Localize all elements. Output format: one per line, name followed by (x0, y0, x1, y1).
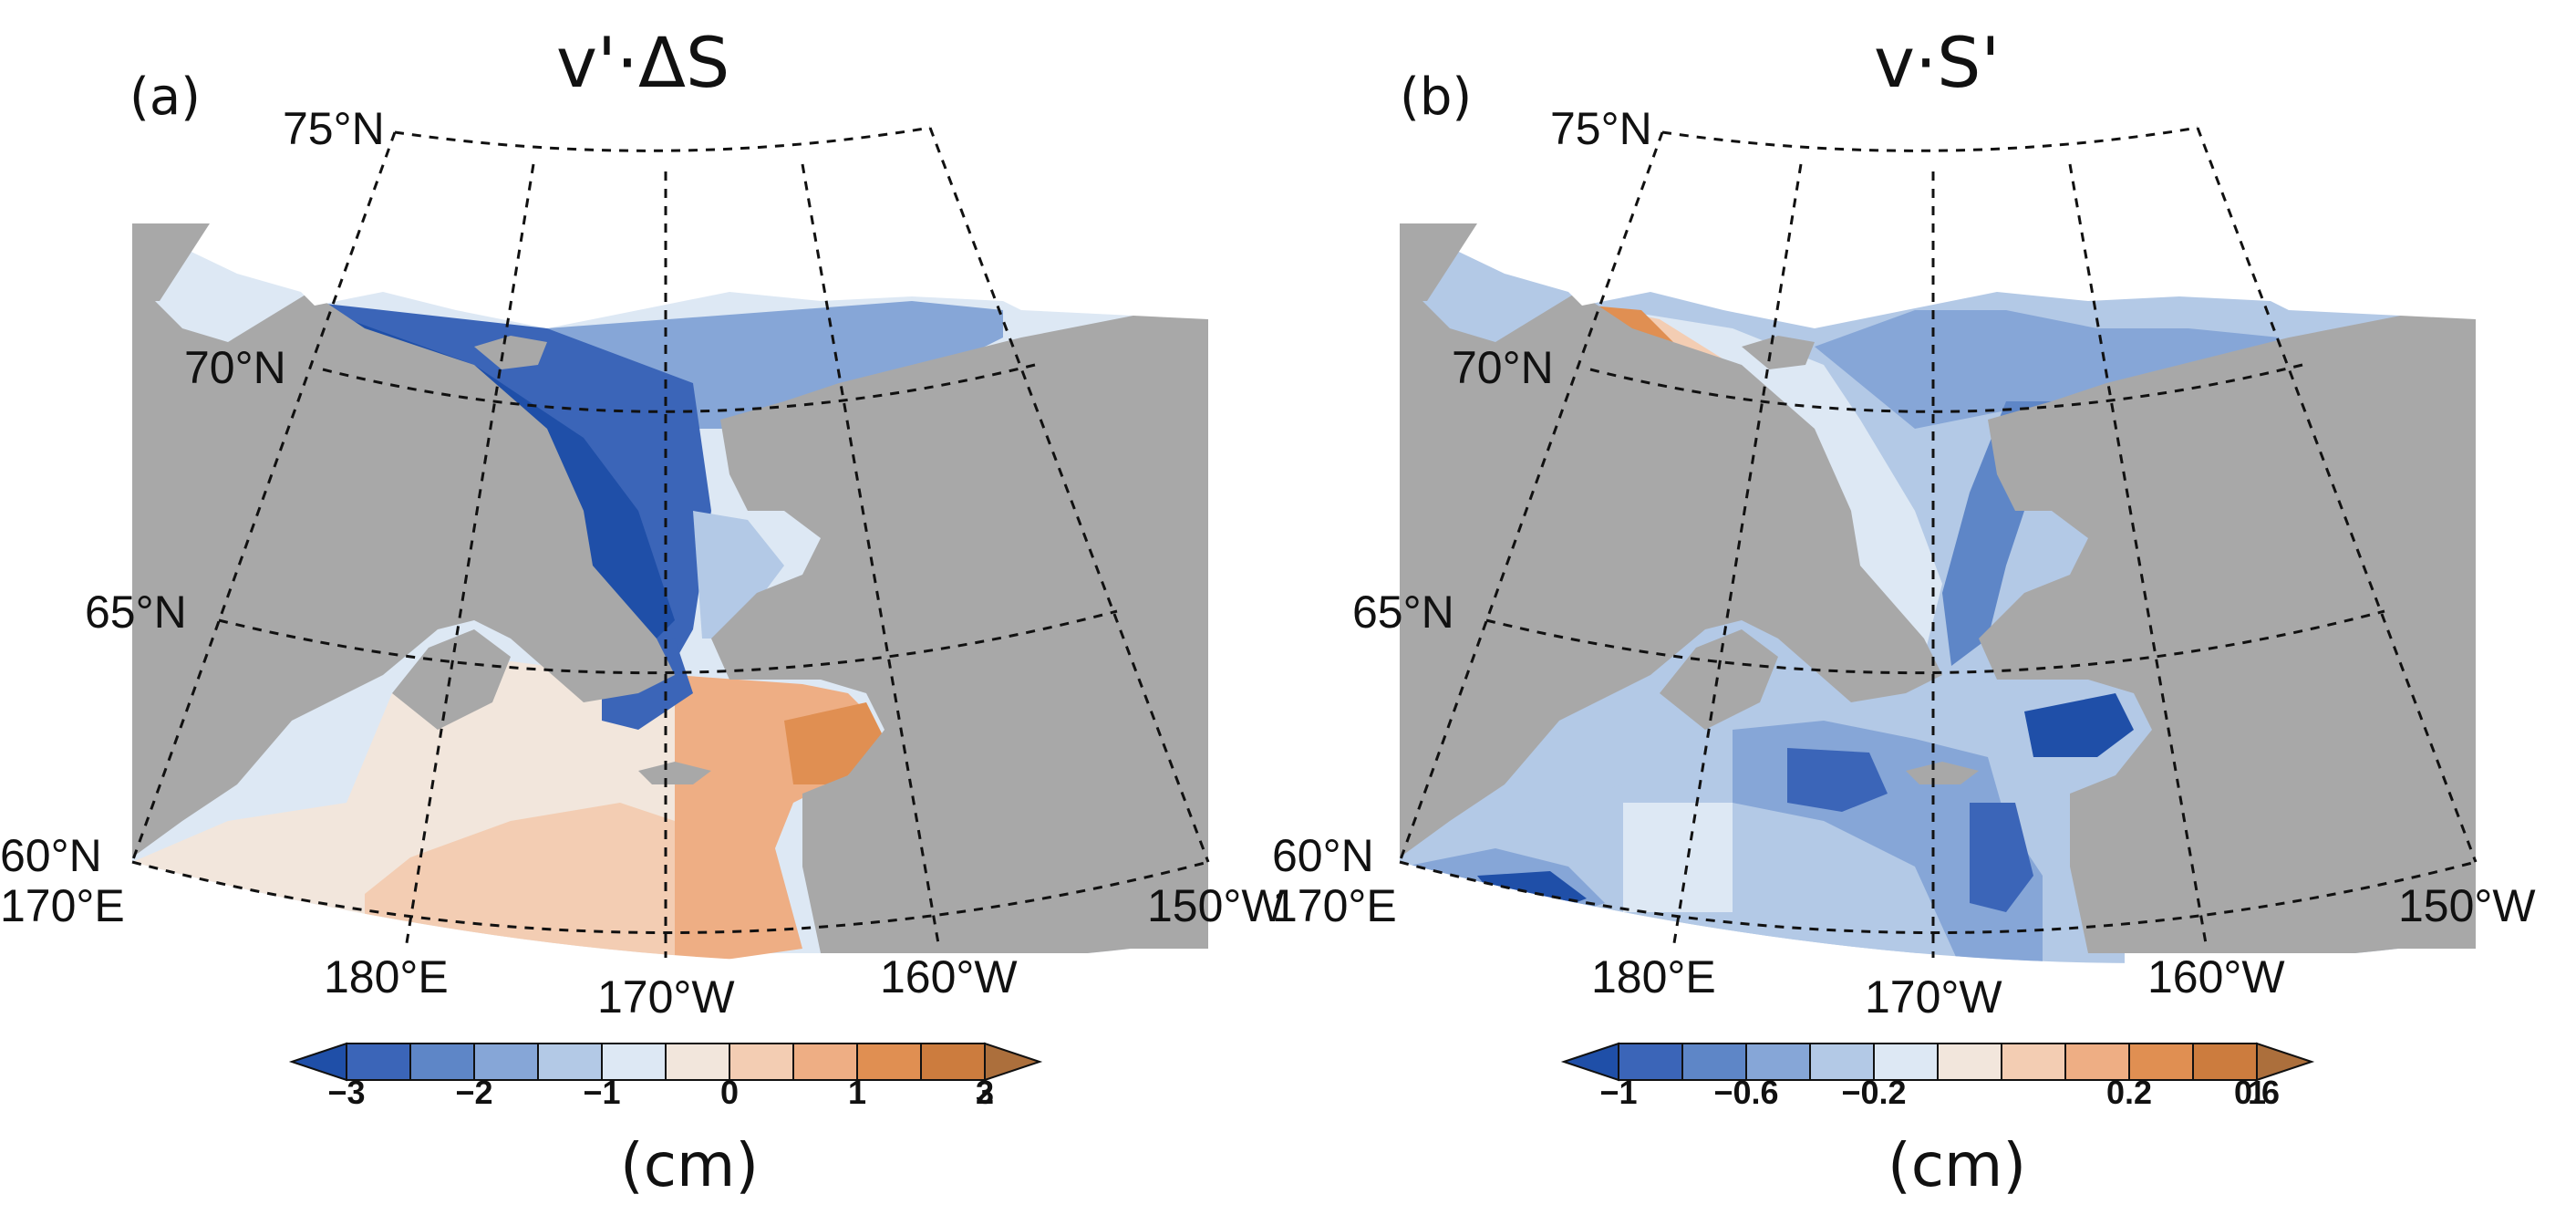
colorbar-swatch (1745, 1043, 1811, 1081)
panel-b-anadyr-negative (2024, 693, 2134, 757)
panel-a: (a) v'·ΔS (0, 22, 1285, 1200)
colorbar-swatch (2001, 1043, 2066, 1081)
colorbar-swatch (665, 1043, 730, 1081)
panel-b-lat-60: 60°N (1272, 830, 1374, 881)
colorbar-tick-label: 1 (2248, 1074, 2266, 1111)
colorbar-swatch (537, 1043, 603, 1081)
panel-a-lat-60: 60°N (0, 830, 102, 881)
panel-a-chukotka-peninsula (392, 629, 511, 730)
panel-a-wrangel-island (474, 336, 547, 369)
panel-b-light-patch (1623, 803, 1733, 912)
panel-a-lat-70: 70°N (184, 342, 286, 393)
panel-b-coastal-strip (2439, 803, 2457, 953)
panel-a-map (132, 223, 1208, 963)
colorbar-tick-label: 0.6 (2234, 1074, 2280, 1111)
colorbar-swatch (409, 1043, 475, 1081)
panel-a-lon-180e: 180°E (324, 951, 449, 1002)
colorbar-extend-high (2256, 1042, 2315, 1082)
panel-b-colorbar: −1 −0.6 −0.2 0.2 0.61 (1560, 1042, 2315, 1111)
panel-b-nodata (1400, 223, 2476, 328)
colorbar-tick-label: 2 (976, 1074, 994, 1111)
panel-a-lon-170w: 170°W (597, 971, 735, 1023)
panel-b-lon-180e: 180°E (1591, 951, 1716, 1002)
colorbar-tick-label: −0.2 (1841, 1074, 1906, 1111)
colorbar-tick-label: 1 (848, 1074, 866, 1111)
panel-b-alaska-land (1979, 301, 2476, 953)
panel-b-colorbar-unit: (cm) (1888, 1130, 2026, 1200)
panel-b-lon-170e: 170°E (1272, 880, 1397, 931)
panel-b-title: v·S' (1874, 22, 2000, 103)
colorbar-extend-high (984, 1042, 1043, 1082)
colorbar-swatch (1937, 1043, 2002, 1081)
colorbar-swatch (346, 1043, 411, 1081)
colorbar-tick-label: −3 (327, 1074, 365, 1111)
colorbar-swatch (729, 1043, 794, 1081)
panel-b-graticule (1398, 126, 2478, 958)
colorbar-tick-label: −1 (1599, 1074, 1637, 1111)
panel-b-lon-160w: 160°W (2147, 951, 2285, 1002)
panel-a-strait-light (693, 511, 784, 639)
panel-a-label: (a) (129, 68, 201, 127)
colorbar-tick-label: −2 (455, 1074, 492, 1111)
colorbar-tick-label: −1 (583, 1074, 620, 1111)
panel-a-st-lawrence-island (638, 762, 711, 784)
colorbar-tick-label: 3 (976, 1074, 994, 1111)
panel-b-lon-150w: 150°W (2398, 880, 2536, 931)
colorbar-tick-label: 0 (720, 1074, 739, 1111)
panel-a-lon-170e: 170°E (0, 880, 125, 931)
colorbar-tick-label: −0.6 (1713, 1074, 1778, 1111)
panel-b-chukotka-land (1400, 223, 1942, 857)
panel-b-label: (b) (1400, 68, 1472, 127)
panel-b-blue-patch-2 (1970, 803, 2033, 912)
panel-b-lon-170w: 170°W (1865, 971, 2002, 1023)
panel-a-graticule (130, 126, 1210, 958)
colorbar-swatch (792, 1043, 858, 1081)
panel-a-title: v'·ΔS (556, 22, 729, 103)
panel-a-lat-65: 65°N (85, 587, 187, 638)
panel-a-lat-75: 75°N (283, 103, 385, 154)
colorbar-swatch (920, 1043, 986, 1081)
panel-a-alaska-land (711, 301, 1208, 953)
panel-b: (b) v·S' (1272, 22, 2536, 1200)
panel-b-st-lawrence-island (1906, 762, 1979, 784)
colorbar-swatch (2192, 1043, 2258, 1081)
panel-a-chukotka-land (132, 223, 675, 857)
colorbar-swatch (856, 1043, 922, 1081)
panel-a-colorbar: −3 −2 −1 0 1 23 (288, 1042, 1043, 1111)
panel-a-nodata (132, 223, 1208, 328)
panel-a-lon-160w: 160°W (880, 951, 1018, 1002)
panel-a-lon-150w: 150°W (1147, 880, 1285, 931)
panel-b-blue-patch-1 (1787, 748, 1888, 812)
colorbar-swatch (2064, 1043, 2130, 1081)
panel-b-lat-70: 70°N (1452, 342, 1554, 393)
panel-b-wrangel-island (1742, 336, 1815, 369)
colorbar-tick-label: 0.2 (2106, 1074, 2152, 1111)
panel-b-chukchi-blue (1815, 310, 2280, 429)
panel-a-bering-field-2 (365, 803, 675, 963)
colorbar-swatch (2128, 1043, 2194, 1081)
panel-b-lat-65: 65°N (1352, 587, 1454, 638)
panel-a-colorbar-unit: (cm) (620, 1130, 759, 1200)
panel-b-lat-75: 75°N (1550, 103, 1652, 154)
panel-a-coastal-strip (1172, 803, 1190, 953)
colorbar-swatch (1681, 1043, 1747, 1081)
panel-b-map (1400, 223, 2476, 963)
panel-b-chukotka-peninsula (1660, 629, 1778, 730)
